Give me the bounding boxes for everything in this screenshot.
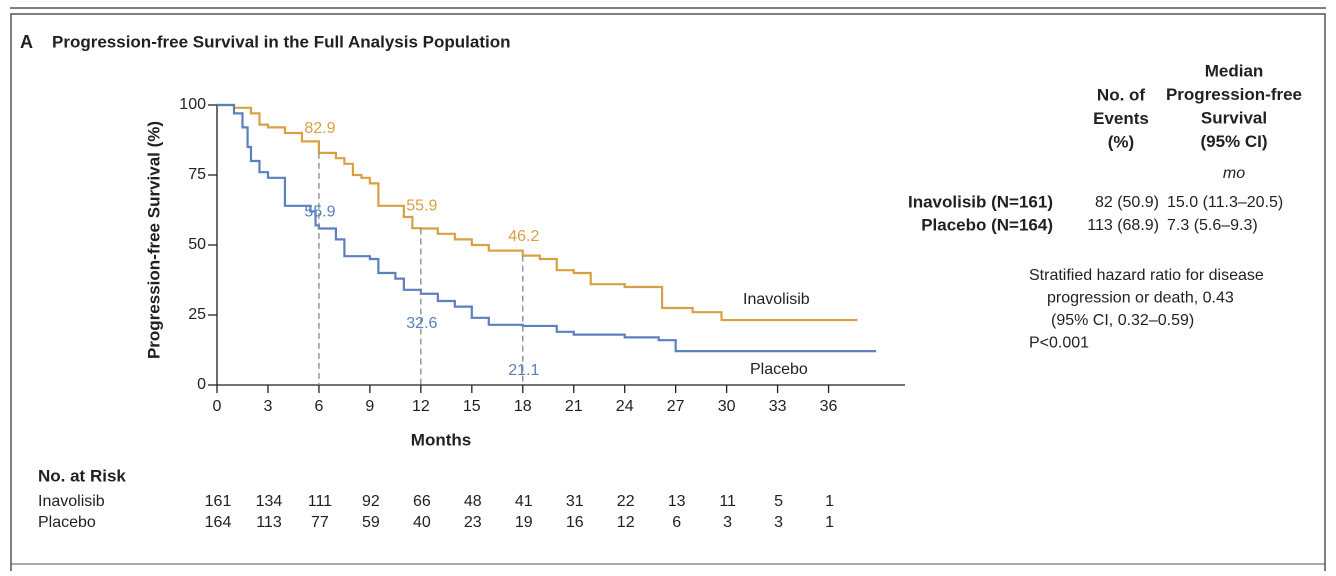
risk-count: 22 bbox=[617, 493, 635, 510]
risk-count: 59 bbox=[362, 514, 380, 531]
x-tick-label: 6 bbox=[314, 398, 323, 415]
y-axis-label: Progression-free Survival (%) bbox=[144, 121, 163, 359]
risk-count: 3 bbox=[723, 514, 732, 531]
risk-count: 77 bbox=[311, 514, 329, 531]
risk-count: 13 bbox=[668, 493, 686, 510]
median-label: 21.1 bbox=[508, 362, 539, 379]
x-tick-label: 21 bbox=[565, 398, 583, 415]
median-label: 55.9 bbox=[406, 198, 437, 215]
x-tick-label: 30 bbox=[718, 398, 736, 415]
x-tick-label: 33 bbox=[769, 398, 787, 415]
x-tick-label: 15 bbox=[463, 398, 481, 415]
median-label: 82.9 bbox=[304, 120, 335, 137]
risk-count: 1 bbox=[825, 514, 834, 531]
y-tick-label: 0 bbox=[197, 376, 206, 393]
x-tick-label: 12 bbox=[412, 398, 430, 415]
x-axis-label: Months bbox=[411, 430, 471, 449]
risk-count: 66 bbox=[413, 493, 431, 510]
risk-count: 40 bbox=[413, 514, 431, 531]
risk-count: 23 bbox=[464, 514, 482, 531]
risk-count: 5 bbox=[774, 493, 783, 510]
series-label: Inavolisib bbox=[743, 291, 810, 308]
row-label: Inavolisib (N=161) bbox=[908, 192, 1053, 211]
median-header: Progression-free bbox=[1166, 85, 1302, 104]
hazard-note: Stratified hazard ratio for disease bbox=[1029, 267, 1264, 284]
median-cell: 7.3 (5.6–9.3) bbox=[1167, 217, 1258, 234]
median-header: (95% CI) bbox=[1200, 132, 1267, 151]
y-tick-label: 50 bbox=[188, 236, 206, 253]
events-header: No. of bbox=[1097, 85, 1145, 104]
risk-row-name: Placebo bbox=[38, 514, 96, 531]
risk-count: 113 bbox=[256, 514, 282, 531]
events-cell: 82 (50.9) bbox=[1095, 194, 1159, 211]
x-tick-label: 36 bbox=[820, 398, 838, 415]
chart-title: Progression-free Survival in the Full An… bbox=[52, 32, 510, 51]
risk-count: 3 bbox=[774, 514, 783, 531]
unit: mo bbox=[1223, 165, 1245, 182]
risk-count: 19 bbox=[515, 514, 533, 531]
risk-row-name: Inavolisib bbox=[38, 493, 105, 510]
hazard-note: progression or death, 0.43 bbox=[1047, 290, 1234, 307]
risk-count: 134 bbox=[256, 493, 283, 510]
risk-count: 16 bbox=[566, 514, 584, 531]
y-tick-label: 25 bbox=[188, 306, 206, 323]
median-label: 46.2 bbox=[508, 228, 539, 245]
median-cell: 15.0 (11.3–20.5) bbox=[1167, 194, 1283, 211]
median-header: Median bbox=[1205, 61, 1264, 80]
events-header: Events bbox=[1093, 109, 1149, 128]
events-cell: 113 (68.9) bbox=[1087, 217, 1159, 234]
hazard-note: P<0.001 bbox=[1029, 335, 1089, 352]
risk-count: 12 bbox=[617, 514, 635, 531]
x-tick-label: 18 bbox=[514, 398, 532, 415]
risk-count: 6 bbox=[672, 514, 681, 531]
survival-curve bbox=[217, 103, 877, 353]
risk-count: 31 bbox=[566, 493, 584, 510]
risk-count: 48 bbox=[464, 493, 482, 510]
frame bbox=[10, 13, 1326, 571]
panel-label: A bbox=[20, 32, 33, 52]
x-tick-label: 27 bbox=[667, 398, 685, 415]
risk-count: 161 bbox=[205, 493, 232, 510]
row-label: Placebo (N=164) bbox=[921, 215, 1053, 234]
risk-count: 111 bbox=[308, 493, 332, 510]
risk-count: 11 bbox=[719, 493, 736, 510]
risk-table-title: No. at Risk bbox=[38, 466, 126, 485]
median-header: Survival bbox=[1201, 108, 1267, 127]
risk-count: 92 bbox=[362, 493, 380, 510]
median-label: 55.9 bbox=[304, 204, 335, 221]
series-label: Placebo bbox=[750, 361, 808, 378]
x-tick-label: 9 bbox=[365, 398, 374, 415]
x-tick-label: 3 bbox=[264, 398, 273, 415]
x-tick-label: 24 bbox=[616, 398, 634, 415]
survival-curve bbox=[217, 103, 858, 322]
events-header: (%) bbox=[1108, 132, 1134, 151]
x-tick-label: 0 bbox=[213, 398, 222, 415]
risk-count: 41 bbox=[515, 493, 533, 510]
risk-count: 164 bbox=[205, 514, 232, 531]
y-tick-label: 100 bbox=[179, 96, 206, 113]
median-label: 32.6 bbox=[406, 315, 437, 332]
risk-count: 1 bbox=[825, 493, 834, 510]
y-tick-label: 75 bbox=[188, 166, 206, 183]
hazard-note: (95% CI, 0.32–0.59) bbox=[1051, 312, 1194, 329]
